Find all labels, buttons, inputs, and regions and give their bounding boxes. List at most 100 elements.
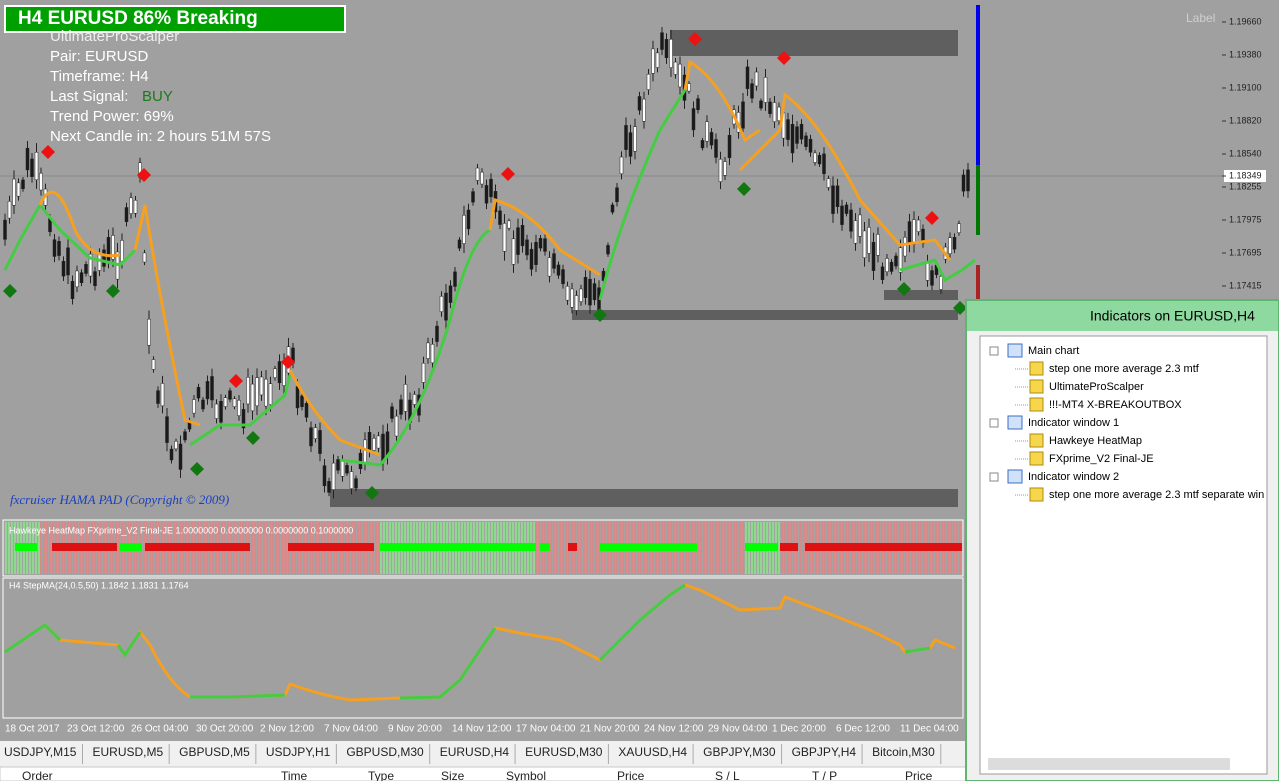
candle [763,77,768,103]
tree-group[interactable]: Indicator window 2 [1028,471,1119,483]
candle [795,126,799,144]
tab[interactable]: USDJPY,H1 [266,745,331,759]
candle [480,171,484,185]
heat-stripe [285,522,287,574]
ma-orange [738,92,952,261]
candle [646,73,651,90]
orders-col: Size [441,769,465,781]
candle [799,123,804,140]
orders-col: T / P [812,769,837,781]
candle [165,416,169,443]
candle [700,140,705,149]
tree-group[interactable]: Main chart [1028,345,1079,357]
tree-item[interactable]: step one more average 2.3 mtf [1049,363,1200,375]
candle [349,471,354,489]
window-icon [1007,469,1023,484]
sell-signal [137,168,151,182]
watermark: fxcruiser HAMA PAD (Copyright © 2009) [10,492,229,507]
tab[interactable]: GBPUSD,M5 [179,745,250,759]
candle [673,61,678,75]
candle [57,240,61,256]
tab[interactable]: XAUUSD,H4 [618,745,687,759]
stepma [4,583,956,702]
candle [457,239,462,249]
tree-item[interactable]: step one more average 2.3 mtf separate w… [1049,489,1264,501]
candle [84,264,88,274]
candle [534,241,538,265]
heat-stripe [577,522,579,574]
window-icon [1007,343,1023,358]
candle [525,239,529,256]
orders-col: Price [617,769,645,781]
candle [786,119,790,140]
tree-toggle[interactable] [989,472,999,482]
candle [507,220,511,229]
candle [484,185,489,204]
candle [444,292,448,321]
ma-green [3,202,137,271]
heat-stripe [378,522,380,574]
time-label: 21 Nov 20:00 [580,724,640,735]
heat-stripe [266,522,268,574]
time-label: 18 Oct 2017 [5,724,60,735]
heatmap [5,522,962,574]
tab[interactable]: USDJPY,M15 [4,745,77,759]
heat-stripe [8,522,10,574]
heat-stripe [742,522,744,574]
candle [723,161,727,176]
candle [453,271,457,287]
sell-signal [688,32,702,46]
price-label: 1.19100 [1229,82,1262,92]
sell-signal [281,355,295,369]
candle [669,39,673,68]
tab[interactable]: GBPJPY,H4 [792,745,857,759]
candle [628,132,633,157]
time-label: 23 Oct 12:00 [67,724,125,735]
heat-stripe [703,522,705,574]
candle [178,443,183,470]
tree-item[interactable]: UltimateProScalper [1049,381,1144,393]
candle [70,281,75,299]
tab[interactable]: GBPUSD,M30 [346,745,424,759]
tree-toggle[interactable] [989,346,999,356]
candle [939,276,943,290]
candle [340,460,345,477]
scrollbar [988,758,1230,770]
time-label: 7 Nov 04:00 [324,724,378,735]
candle [871,241,876,271]
candle [336,459,340,471]
candle [142,252,147,263]
tree-item[interactable]: Hawkeye HeatMap [1049,435,1142,447]
tab[interactable]: EURUSD,H4 [440,745,510,759]
candle [718,158,723,182]
candle [538,238,543,249]
tree-item[interactable]: FXprime_V2 Final-JE [1049,453,1154,465]
time-label: 11 Dec 04:00 [900,724,959,735]
candle [651,48,655,74]
banner-box [4,5,346,33]
heat-stripe [586,522,588,574]
tree-group[interactable]: Indicator window 1 [1028,417,1119,429]
ma-green [339,228,491,467]
tree-item[interactable]: !!!-MT4 X-BREAKOUTBOX [1049,399,1182,411]
candle [849,209,853,232]
window-icon [1007,415,1023,430]
tree-toggle[interactable] [989,418,999,428]
time-label: 9 Nov 20:00 [388,724,442,735]
heat-stripe [556,522,558,574]
time-label: 1 Dec 20:00 [772,724,826,735]
tab[interactable]: EURUSD,M5 [92,745,163,759]
heat-stripe [700,522,702,574]
tab[interactable]: EURUSD,M30 [525,745,603,759]
candle [844,204,849,214]
candle [304,403,309,418]
time-label: 6 Dec 12:00 [836,724,890,735]
tab[interactable]: GBPJPY,M30 [703,745,776,759]
heat-stripe [559,522,561,574]
heat-stripe [730,522,732,574]
indicator-icon [1029,361,1044,376]
price-label: 1.19380 [1229,49,1262,59]
tab[interactable]: Bitcoin,M30 [872,745,935,759]
candle [610,204,615,213]
orders-col: Time [281,769,308,781]
